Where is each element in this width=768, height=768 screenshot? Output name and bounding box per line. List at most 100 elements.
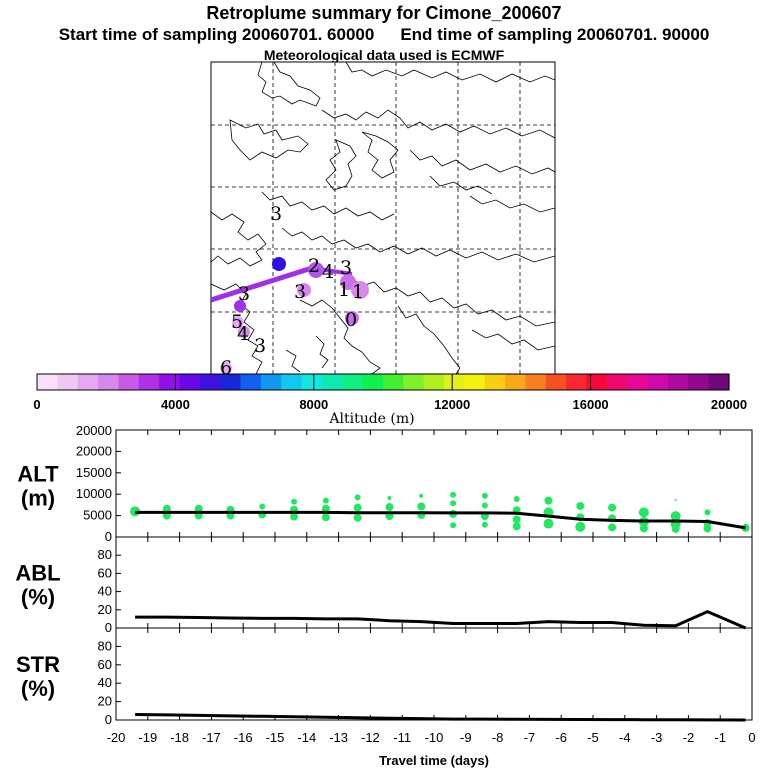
x-tick-label: -4 [619,730,631,745]
altitude-cluster-point [291,498,298,505]
y-tick-label: 10000 [76,486,112,501]
x-tick-label: -9 [460,730,472,745]
plume-day-label: 3 [270,203,282,225]
colorbar-tick-label: 16000 [573,397,609,412]
y-tick-label: 20 [98,602,112,617]
x-axis-label: Travel time (days) [379,753,489,768]
altitude-cluster-point [450,500,457,507]
plume-day-label: 3 [238,283,250,305]
str-frame [115,627,753,721]
colorbar-cell [505,374,527,390]
plume-trajectory-line [211,265,313,303]
x-tick-label: -18 [170,730,189,745]
end-time-label: End time of sampling 20060701. 90000 [400,25,710,44]
sampling-times: Start time of sampling 20060701. 60000 En… [0,25,768,45]
altitude-cluster-point [670,511,681,522]
plume-day-label: 3 [340,257,352,279]
plume-day-label: 1 [352,281,364,303]
altitude-cluster-point [417,502,426,511]
plume-day-label: 5 [231,311,243,333]
altitude-cluster-point [321,513,330,522]
plume-blob [308,262,324,278]
y-tick-label: 40 [98,675,112,690]
coastlines [211,62,555,374]
plume-day-label: 3 [254,335,266,357]
colorbar-cell [118,374,140,390]
plume-blob [272,257,286,271]
colorbar-cell [362,374,384,390]
y-tick-label: 20000 [76,443,112,458]
colorbar-cell [260,374,282,390]
y-tick-label: 0 [105,529,112,544]
colorbar-cell [667,374,689,390]
colorbar-cell [627,374,649,390]
plume-blob [297,283,311,297]
altitude-cluster-point [321,504,330,513]
colorbar-cell [383,374,404,390]
altitude-cluster-point [543,518,554,529]
alt-panel: 0 5000 10000 15000 20000 20000 ALT(m) [17,423,753,544]
y-tick-label: 40 [98,584,112,599]
x-tick-label: -1 [714,730,726,745]
colorbar-cell [484,374,506,390]
colorbar-cell [444,374,466,390]
x-tick-label: -19 [138,730,157,745]
colorbar-cell [586,374,608,390]
plume-blob [351,281,369,299]
altitude-cluster-point [194,504,203,513]
colorbar-cell [57,374,79,390]
colorbar-tick-label: 20000 [711,397,747,412]
x-tick-label: -3 [651,730,663,745]
str-unit: (%) [21,676,55,701]
y-tick-label: 80 [98,547,112,562]
x-tick-label: -12 [361,730,380,745]
colorbar-cell [342,374,364,390]
colorbar-cell [37,374,58,390]
abl-panel: 0 20 40 60 80 ABL(%) [15,536,753,635]
x-tick-label: -15 [266,730,285,745]
str-series-line [135,713,746,722]
plume-blob [238,326,250,338]
altitude-cluster-point [387,495,392,500]
altitude-cluster-point [575,521,586,532]
y-tick-label: 60 [98,565,112,580]
y-tick-label: 20 [98,694,112,709]
plume-day-label: 0 [345,309,357,331]
altitude-cluster-point [481,521,488,528]
colorbar-tick-label: 0 [33,397,40,412]
altitude-colorbar: 0 4000 8000 12000 16000 20000 Altitude (m) [33,373,747,427]
colorbar-cell [301,374,323,390]
colorbar-cell [240,374,262,390]
abl-unit: (%) [21,585,55,610]
colorbar-cell [606,374,628,390]
y-tick-label: 80 [98,638,112,653]
start-time-label: Start time of sampling 20060701. 60000 [58,25,375,44]
x-tick-label: -17 [202,730,221,745]
colorbar-cell [423,374,445,390]
altitude-cluster-point [608,503,617,512]
altitude-cluster-point [703,524,712,533]
x-tick-label: -10 [425,730,444,745]
met-data-label: Meteorological data used is ECMWF [263,47,505,63]
altitude-cluster-point [638,507,649,518]
plume-blob [345,311,359,325]
colorbar-cell [545,374,567,390]
x-tick-label: 0 [748,730,755,745]
x-tick-label: -5 [587,730,599,745]
altitude-cluster-point [259,503,266,510]
altitude-cluster-point [450,491,457,498]
x-tick-label: -6 [555,730,567,745]
alt-series-line [135,510,746,530]
y-tick-label: 60 [98,657,112,672]
colorbar-cell [98,374,120,390]
altitude-cluster-point [481,502,488,509]
x-tick-label: -16 [234,730,253,745]
altitude-cluster-point [353,513,362,522]
altitude-cluster-point [608,523,617,532]
altitude-cluster-point [290,512,299,521]
colorbar-cell [403,374,425,390]
altitude-cluster-point [450,522,457,529]
altitude-cluster-point [419,493,424,498]
colorbar-label: Altitude (m) [328,411,414,427]
